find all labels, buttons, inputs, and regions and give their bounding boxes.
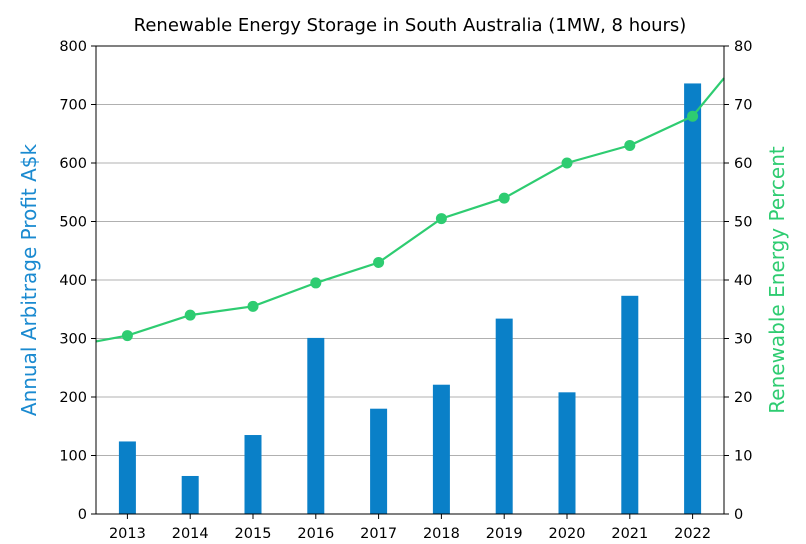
line-point-2021 [624, 139, 636, 151]
line-point-2016 [310, 277, 322, 289]
line-point-2018 [435, 213, 447, 225]
x-tick-label: 2016 [297, 526, 334, 542]
bar-2013 [118, 441, 136, 514]
line-point-2014 [184, 309, 196, 321]
left-tick-label: 500 [59, 215, 87, 231]
line-point-2019 [498, 192, 510, 204]
right-axis-title: Renewable Energy Percent [765, 146, 789, 414]
bar-2015 [244, 435, 262, 514]
x-tick-label: 2022 [674, 526, 711, 542]
renewable-line [95, 77, 725, 343]
right-tick-label: 40 [734, 273, 752, 289]
right-tick-label: 20 [734, 390, 752, 406]
bar-2021 [621, 295, 639, 514]
right-tick-label: 10 [734, 449, 752, 465]
x-tick-label: 2014 [172, 526, 209, 542]
left-axis-title: Annual Arbitrage Profit A$k [17, 143, 41, 416]
right-tick-label: 0 [734, 507, 743, 523]
x-tick-label: 2015 [235, 526, 272, 542]
left-tick-label: 300 [59, 332, 87, 348]
bar-2019 [495, 318, 513, 514]
line-point-2013 [121, 330, 133, 342]
bar-2020 [558, 392, 576, 514]
x-tick-label: 2019 [486, 526, 523, 542]
bar-2016 [307, 337, 325, 514]
x-tick-label: 2017 [360, 526, 397, 542]
line-series [95, 77, 725, 343]
bar-2018 [432, 384, 450, 514]
line-point-2015 [247, 300, 259, 312]
left-tick-label: 800 [59, 39, 87, 55]
bar-2017 [370, 408, 388, 514]
left-tick-label: 600 [59, 156, 87, 172]
left-tick-label: 200 [59, 390, 87, 406]
left-tick-label: 0 [78, 507, 87, 523]
right-tick-label: 70 [734, 98, 752, 114]
x-tick-label: 2020 [549, 526, 586, 542]
right-axis: 0 10 20 30 40 50 60 70 80 [724, 39, 752, 523]
bar-series [118, 83, 702, 514]
chart-title: Renewable Energy Storage in South Austra… [134, 15, 687, 36]
left-tick-label: 400 [59, 273, 87, 289]
right-tick-label: 30 [734, 332, 752, 348]
x-tick-label: 2013 [109, 526, 146, 542]
right-tick-label: 50 [734, 215, 752, 231]
bar-2022 [684, 83, 702, 514]
x-axis: 2013 2014 2015 2016 2017 2018 2019 2020 2021 2022 [109, 514, 711, 542]
right-tick-label: 80 [734, 39, 752, 55]
left-tick-label: 100 [59, 449, 87, 465]
x-tick-label: 2021 [611, 526, 648, 542]
line-point-2022 [687, 110, 699, 122]
bar-2014 [181, 475, 199, 514]
left-tick-label: 700 [59, 98, 87, 114]
line-point-2020 [561, 157, 573, 169]
x-tick-label: 2018 [423, 526, 460, 542]
line-point-2017 [373, 256, 385, 268]
left-axis: 0 100 200 300 400 500 600 700 800 [59, 39, 96, 523]
right-tick-label: 60 [734, 156, 752, 172]
